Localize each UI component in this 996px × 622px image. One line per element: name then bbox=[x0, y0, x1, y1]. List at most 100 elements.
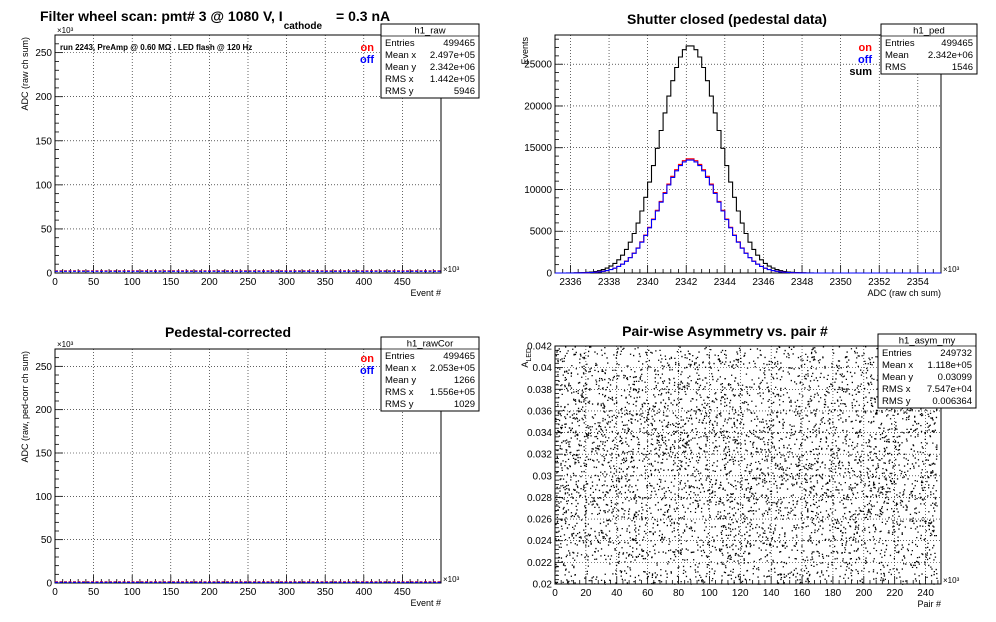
xtick-label-rawcor-6: 300 bbox=[278, 587, 295, 598]
stats-val-ped-1: 2.342e+06 bbox=[928, 50, 973, 61]
stats-val-raw-3: 1.442e+05 bbox=[430, 74, 475, 85]
ytick-label-asym-11: 0.042 bbox=[527, 342, 552, 353]
stats-val-rawcor-2: 1266 bbox=[454, 375, 475, 386]
xlabel-raw: Event # bbox=[410, 288, 441, 298]
xtick-label-asym-3: 60 bbox=[642, 588, 654, 599]
frame-ped bbox=[554, 34, 942, 274]
x-exponent-raw: ×10³ bbox=[443, 265, 460, 274]
xtick-label-ped-6: 2348 bbox=[791, 277, 814, 288]
xtick-label-rawcor-0: 0 bbox=[52, 587, 58, 598]
xtick-label-raw-3: 150 bbox=[162, 277, 179, 288]
ylabel-text-rawcor: ADC (raw, ped-corr ch sum) bbox=[20, 351, 30, 463]
ytick-label-asym-7: 0.034 bbox=[527, 428, 552, 439]
stats-key-asym-1: Mean x bbox=[882, 360, 913, 371]
stats-key-rawcor-2: Mean y bbox=[385, 375, 416, 386]
y-exponent-rawcor: ×10³ bbox=[57, 340, 74, 349]
xtick-label-ped-2: 2340 bbox=[637, 277, 660, 288]
legend-raw-on: on bbox=[361, 42, 375, 54]
xtick-label-asym-11: 220 bbox=[886, 588, 903, 599]
ytick-label-raw-1: 50 bbox=[41, 224, 53, 235]
xlabel-asym: Pair # bbox=[917, 599, 941, 609]
stats-val-asym-1: 1.118e+05 bbox=[928, 360, 972, 371]
xtick-label-asym-7: 140 bbox=[763, 588, 780, 599]
stats-val-rawcor-1: 2.053e+05 bbox=[430, 363, 475, 374]
ytick-label-asym-10: 0.04 bbox=[533, 363, 553, 374]
x-exponent-asym: ×10³ bbox=[943, 576, 960, 585]
stats-name-asym: h1_asym_my bbox=[899, 336, 956, 347]
xtick-label-asym-1: 20 bbox=[580, 588, 592, 599]
xtick-label-asym-10: 200 bbox=[855, 588, 872, 599]
ytick-label-raw-4: 200 bbox=[35, 92, 52, 103]
stats-key-rawcor-0: Entries bbox=[385, 351, 415, 362]
ytick-label-rawcor-0: 0 bbox=[46, 579, 52, 590]
frame-raw bbox=[54, 34, 442, 274]
ytick-label-raw-0: 0 bbox=[46, 269, 52, 280]
stats-key-asym-2: Mean y bbox=[882, 372, 913, 383]
ylabel-text-ped: Events bbox=[520, 37, 530, 65]
panel-pedestal-corrected: Pedestal-corrected 0 50 100 150 200 250 300 350… bbox=[20, 324, 480, 608]
xtick-label-rawcor-1: 50 bbox=[88, 587, 100, 598]
frame-asym bbox=[554, 345, 942, 585]
xtick-label-ped-5: 2346 bbox=[752, 277, 775, 288]
stats-val-asym-4: 0.006364 bbox=[932, 396, 972, 407]
ytick-label-rawcor-1: 50 bbox=[41, 535, 53, 546]
panel-pedestal: Shutter closed (pedestal data) 2336 2338 2… bbox=[520, 11, 978, 298]
ytick-label-rawcor-3: 150 bbox=[35, 449, 52, 460]
ytick-label-rawcor-2: 100 bbox=[35, 492, 52, 503]
frame-rawcor bbox=[54, 348, 442, 584]
ytick-label-asym-4: 0.028 bbox=[527, 493, 552, 504]
stats-val-asym-2: 0.03099 bbox=[938, 372, 972, 383]
ytick-label-asym-2: 0.024 bbox=[527, 536, 552, 547]
stats-name-rawcor: h1_rawCor bbox=[407, 339, 453, 350]
stats-val-asym-0: 249732 bbox=[940, 348, 972, 359]
xtick-label-asym-5: 100 bbox=[701, 588, 718, 599]
xtick-label-raw-2: 100 bbox=[124, 277, 141, 288]
stats-name-raw: h1_raw bbox=[414, 26, 445, 37]
stats-val-ped-2: 1546 bbox=[952, 62, 973, 73]
xtick-label-raw-8: 400 bbox=[355, 277, 372, 288]
x-exponent-rawcor: ×10³ bbox=[443, 575, 460, 584]
ytick-label-asym-8: 0.036 bbox=[527, 406, 552, 417]
ped-title: Shutter closed (pedestal data) bbox=[627, 11, 827, 27]
stats-key-raw-2: Mean y bbox=[385, 62, 416, 73]
xtick-label-rawcor-3: 150 bbox=[162, 587, 179, 598]
raw-title: Filter wheel scan: pmt# 3 @ 1080 V, Icat… bbox=[40, 8, 390, 32]
ytick-label-ped-5: 25000 bbox=[524, 60, 552, 71]
ytick-label-asym-6: 0.032 bbox=[527, 450, 552, 461]
ylabel-sub-asym: LED bbox=[526, 348, 533, 362]
stats-val-ped-0: 499465 bbox=[941, 38, 973, 49]
xtick-label-ped-9: 2354 bbox=[907, 277, 930, 288]
ytick-label-asym-3: 0.026 bbox=[527, 515, 552, 526]
ylabel-raw: ADC (raw ch sum) bbox=[20, 37, 30, 111]
series-scatter-asym bbox=[555, 346, 938, 585]
legend-ped-on: on bbox=[859, 42, 873, 54]
rawcor-title: Pedestal-corrected bbox=[165, 324, 291, 340]
ytick-label-ped-4: 20000 bbox=[524, 101, 552, 112]
y-exponent-raw: ×10³ bbox=[57, 26, 74, 35]
ticks-ped bbox=[554, 38, 934, 274]
stats-val-raw-1: 2.497e+05 bbox=[430, 50, 475, 61]
xtick-label-ped-7: 2350 bbox=[830, 277, 853, 288]
xtick-label-ped-4: 2344 bbox=[714, 277, 737, 288]
stats-val-rawcor-0: 499465 bbox=[443, 351, 475, 362]
ylabel-ped: Events bbox=[520, 37, 530, 65]
stats-val-rawcor-3: 1.556e+05 bbox=[430, 387, 475, 398]
xtick-label-asym-2: 40 bbox=[611, 588, 623, 599]
xlabel-rawcor: Event # bbox=[410, 598, 441, 608]
raw-run-note: run 2243, PreAmp @ 0.60 MΩ . LED flash @… bbox=[60, 43, 252, 52]
stats-key-raw-1: Mean x bbox=[385, 50, 416, 61]
xtick-label-rawcor-2: 100 bbox=[124, 587, 141, 598]
xtick-label-ped-3: 2342 bbox=[675, 277, 698, 288]
raw-title-end: = 0.3 nA bbox=[336, 8, 390, 24]
stats-val-raw-4: 5946 bbox=[454, 86, 475, 97]
stats-key-ped-1: Mean bbox=[885, 50, 909, 61]
stats-key-asym-3: RMS x bbox=[882, 384, 911, 395]
xtick-label-rawcor-8: 400 bbox=[355, 587, 372, 598]
xtick-label-raw-0: 0 bbox=[52, 277, 58, 288]
ytick-label-ped-2: 10000 bbox=[524, 185, 552, 196]
legend-ped-sum: sum bbox=[849, 66, 872, 78]
ytick-label-raw-3: 150 bbox=[35, 136, 52, 147]
series-hist-ped-off bbox=[555, 159, 941, 274]
stats-val-raw-2: 2.342e+06 bbox=[430, 62, 475, 73]
